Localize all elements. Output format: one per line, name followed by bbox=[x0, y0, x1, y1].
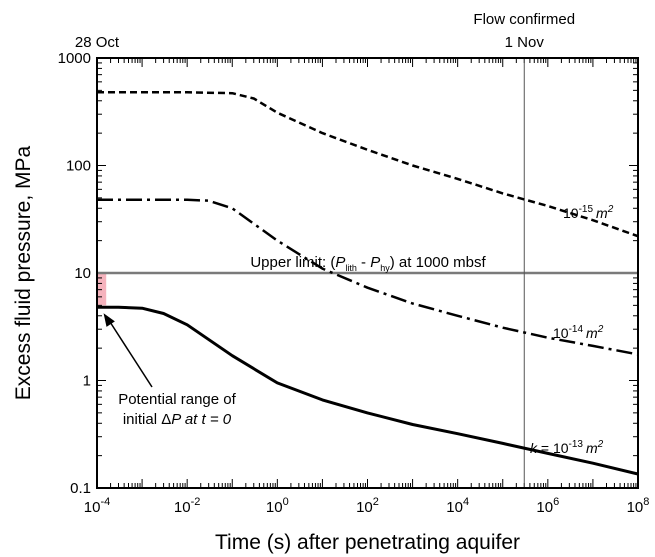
upper-limit-label: Upper limit: (Plith - Phy) at 1000 mbsf bbox=[250, 254, 486, 273]
annotation-line-2: initial ΔP at t = 0 bbox=[123, 411, 232, 428]
annotation-arrow bbox=[108, 320, 153, 388]
top-label-flow-confirmed: Flow confirmed bbox=[473, 11, 575, 28]
y-tick-label: 0.1 bbox=[70, 480, 91, 497]
x-axis-title: Time (s) after penetrating aquifer bbox=[215, 531, 520, 554]
y-tick-label: 100 bbox=[66, 158, 91, 175]
y-tick-label: 1000 bbox=[58, 50, 91, 67]
series-line-1 bbox=[97, 198, 639, 356]
x-tick-label: 108 bbox=[627, 496, 650, 516]
series-line-0 bbox=[97, 91, 639, 238]
y-axis-title: Excess fluid pressure, MPa bbox=[12, 145, 35, 400]
tick-labels: 10-4 10-2 100 102 104 106 108 0.1 1 10 100 1000 bbox=[58, 50, 650, 516]
annotation-arrowhead bbox=[103, 313, 115, 327]
y-tick-label: 1 bbox=[83, 373, 91, 390]
top-label-1-nov: 1 Nov bbox=[505, 34, 545, 51]
series-group bbox=[97, 91, 639, 476]
x-tick-label: 10-4 bbox=[84, 496, 110, 516]
x-tick-label: 106 bbox=[536, 496, 559, 516]
x-tick-label: 102 bbox=[356, 496, 379, 516]
x-tick-label: 100 bbox=[266, 496, 289, 516]
curve-label-1e-15: 10-15 m2 bbox=[563, 204, 614, 221]
plot-frame bbox=[96, 57, 639, 489]
curve-label-1e-14: 10-14 m2 bbox=[553, 324, 604, 341]
series-line-2 bbox=[97, 305, 639, 476]
annotation-line-1: Potential range of bbox=[118, 391, 236, 408]
x-tick-label: 104 bbox=[446, 496, 469, 516]
top-label-28-oct: 28 Oct bbox=[75, 34, 120, 51]
y-tick-label: 10 bbox=[74, 265, 91, 282]
x-tick-label: 10-2 bbox=[174, 496, 200, 516]
curve-label-1e-13: k = 10-13 m2 bbox=[530, 439, 604, 456]
